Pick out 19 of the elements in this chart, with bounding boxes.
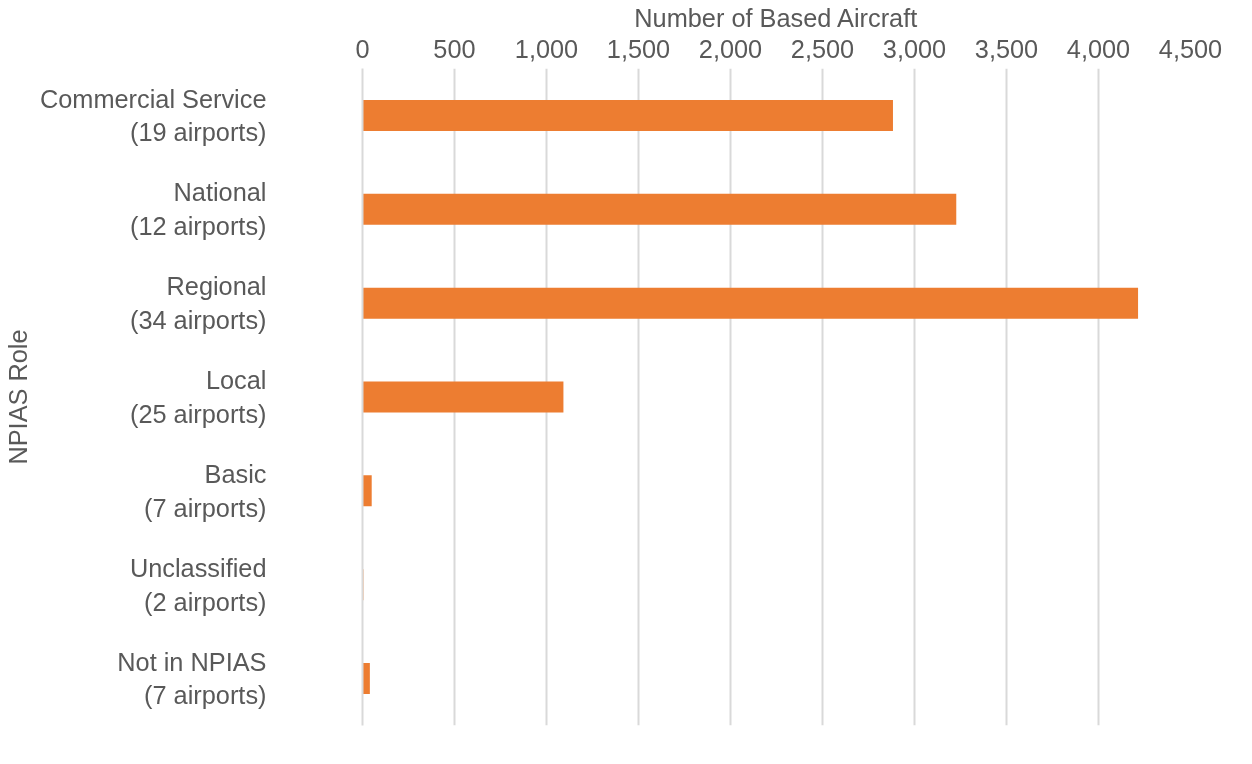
x-tick-label: 500	[433, 34, 476, 63]
x-tick-label: 4,500	[1158, 34, 1223, 63]
y-axis-title: NPIAS Role	[3, 329, 32, 465]
x-tick-label: 1,000	[514, 34, 579, 63]
x-tick-label: 2,000	[698, 34, 763, 63]
y-tick-label: Unclassified (2 airports)	[129, 553, 267, 616]
y-tick-label: Commercial Service (19 airports)	[39, 84, 267, 147]
y-tick-label: National (12 airports)	[129, 178, 267, 241]
x-tick-label: 0	[355, 34, 370, 63]
y-tick-label: Basic (7 airports)	[144, 460, 267, 522]
x-tick-label: 4,000	[1066, 34, 1131, 63]
y-tick-label: Regional (34 airports)	[129, 272, 267, 334]
y-tick-label: Local (25 airports)	[129, 366, 267, 428]
x-tick-label: 3,500	[974, 34, 1039, 63]
x-tick-label: 3,000	[882, 34, 947, 63]
y-tick-label: Not in NPIAS (7 airports)	[117, 647, 267, 710]
x-axis-title: Number of Based Aircraft	[634, 3, 918, 32]
x-tick-label: 1,500	[606, 34, 671, 63]
x-tick-label: 2,500	[790, 34, 855, 63]
